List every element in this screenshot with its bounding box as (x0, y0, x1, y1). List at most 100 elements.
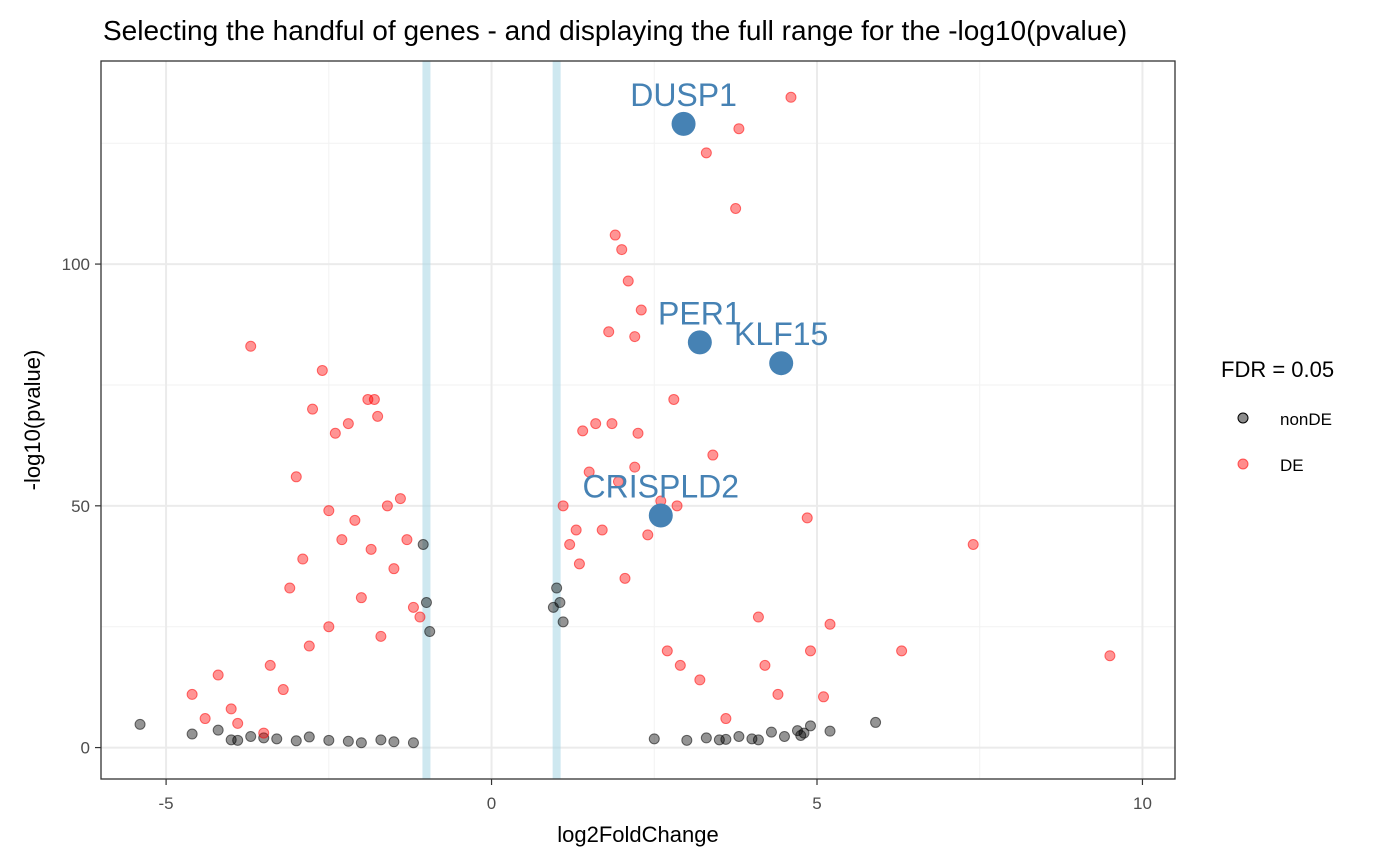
de-point (818, 691, 830, 703)
de-point (342, 418, 354, 430)
de-point (381, 500, 393, 512)
nonde-point (212, 724, 224, 736)
chart-title: Selecting the handful of genes - and dis… (103, 15, 1127, 46)
de-point (609, 229, 621, 241)
de-point (612, 476, 624, 488)
legend-label-de: DE (1280, 456, 1304, 475)
de-point (365, 543, 377, 555)
de-point (668, 393, 680, 405)
de-point (414, 611, 426, 623)
nonde-point (798, 727, 810, 739)
gene-label: KLF15 (734, 316, 828, 352)
nonde-point (186, 728, 198, 740)
de-point (590, 418, 602, 430)
x-axis-ticks: -5 0 5 10 (159, 779, 1152, 813)
nonde-point (388, 736, 400, 748)
nonde-point (720, 733, 732, 745)
de-point (720, 713, 732, 725)
de-point (642, 529, 654, 541)
y-tick-label: 0 (81, 739, 90, 758)
de-point (570, 524, 582, 536)
de-point (759, 659, 771, 671)
de-point (264, 659, 276, 671)
nonde-point (824, 725, 836, 737)
de-point (1104, 650, 1116, 662)
legend-key-nonde (1237, 412, 1249, 424)
de-point (635, 304, 647, 316)
highlighted-gene-point (648, 503, 673, 528)
de-point (573, 558, 585, 570)
nonde-point (407, 737, 419, 749)
de-point (245, 340, 257, 352)
nonde-point (700, 732, 712, 744)
de-point (225, 703, 237, 715)
de-point (407, 601, 419, 613)
de-point (388, 563, 400, 575)
major-gridlines (101, 61, 1175, 779)
nonde-point (271, 733, 283, 745)
nonde-point (733, 730, 745, 742)
nonde-point (245, 730, 257, 742)
de-point (785, 91, 797, 103)
nonde-point (420, 597, 432, 609)
de-point (277, 684, 289, 696)
nonde-point (232, 734, 244, 746)
y-axis-title: -log10(pvalue) (20, 350, 45, 491)
gene-label: DUSP1 (630, 77, 737, 113)
de-point (557, 500, 569, 512)
nonde-points (134, 539, 882, 749)
de-point (577, 425, 589, 437)
de-point (186, 688, 198, 700)
de-point (307, 403, 319, 415)
de-point (564, 539, 576, 551)
x-tick-label: -5 (159, 794, 174, 813)
nonde-point (557, 616, 569, 628)
x-axis-title: log2FoldChange (557, 822, 718, 847)
de-point (323, 505, 335, 517)
de-point (349, 514, 361, 526)
nonde-point (778, 730, 790, 742)
de-point (199, 713, 211, 725)
nonde-point (804, 720, 816, 732)
highlighted-gene-point (769, 351, 794, 376)
de-point (801, 512, 813, 524)
gene-label: PER1 (658, 295, 742, 331)
nonde-point (134, 718, 146, 730)
x-tick-label: 0 (487, 794, 496, 813)
de-point (622, 275, 634, 287)
nonde-point (355, 737, 367, 749)
nonde-point (681, 734, 693, 746)
nonde-point (323, 734, 335, 746)
de-point (804, 645, 816, 657)
de-point (394, 493, 406, 505)
nonde-point (303, 731, 315, 743)
y-tick-label: 50 (71, 497, 90, 516)
x-tick-label: 10 (1133, 794, 1152, 813)
de-point (772, 688, 784, 700)
legend-label-nonde: nonDE (1280, 410, 1332, 429)
de-point (733, 123, 745, 135)
de-point (674, 659, 686, 671)
de-point (896, 645, 908, 657)
y-axis-ticks: 0 50 100 (62, 255, 101, 758)
legend-title: FDR = 0.05 (1221, 357, 1334, 382)
de-point (336, 534, 348, 546)
de-point (303, 640, 315, 652)
de-point (355, 592, 367, 604)
de-point (616, 244, 628, 256)
legend: FDR = 0.05 nonDE DE (1221, 357, 1334, 475)
nonde-point (417, 539, 429, 551)
de-point (694, 674, 706, 686)
de-point (730, 202, 742, 214)
de-point (316, 364, 328, 376)
nonde-point (752, 734, 764, 746)
nonde-point (342, 735, 354, 747)
highlighted-gene-point (687, 330, 712, 355)
de-point (596, 524, 608, 536)
nonde-point (870, 716, 882, 728)
de-point (700, 147, 712, 159)
de-point (707, 449, 719, 461)
de-point (284, 582, 296, 594)
de-point (329, 427, 341, 439)
